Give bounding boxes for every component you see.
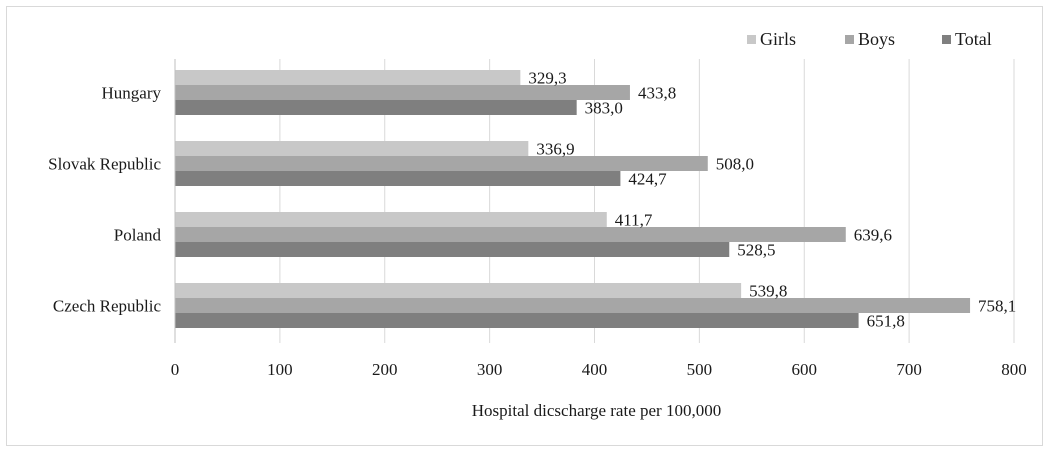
category-label: Slovak Republic [48,155,161,174]
category-label: Czech Republic [53,297,162,316]
bar-total [175,313,859,328]
bar-boys [175,156,708,171]
bar-girls [175,70,521,85]
x-tick-label: 500 [687,360,713,379]
legend-swatch [747,35,756,44]
data-label: 433,8 [638,84,676,103]
legend: Girls Boys Total [747,29,992,49]
x-tick-label: 400 [582,360,608,379]
legend-swatch [942,35,951,44]
bar-chart: Hungary Slovak Republic Poland Czech Republ… [48,29,1027,420]
bar-girls [175,212,607,227]
data-label: 639,6 [854,226,892,245]
category-labels: Hungary Slovak Republic Poland Czech Republ… [48,84,161,316]
data-label: 651,8 [867,312,905,331]
x-tick-label: 200 [372,360,398,379]
data-label: 411,7 [615,211,653,230]
data-label: 508,0 [716,155,754,174]
data-label: 383,0 [585,99,623,118]
data-labels: 329,3 433,8 383,0 336,9 508,0 424,7 411,7 639,6… [528,69,1016,331]
chart-area: Hungary Slovak Republic Poland Czech Republ… [6,6,1043,446]
data-label: 329,3 [528,69,566,88]
bar-boys [175,298,971,313]
data-label: 528,5 [737,241,775,260]
data-label: 539,8 [749,282,787,301]
x-tick-label: 300 [477,360,503,379]
legend-label: Total [955,29,992,49]
x-tick-label: 100 [267,360,293,379]
data-label: 424,7 [628,170,667,189]
data-label: 336,9 [536,140,574,159]
x-axis-title: Hospital dicscharge rate per 100,000 [472,401,721,420]
x-tick-label: 0 [171,360,180,379]
bar-boys [175,85,630,100]
data-label: 758,1 [978,297,1016,316]
category-label: Poland [114,226,162,245]
bar-total [175,242,730,257]
bar-girls [175,283,742,298]
bar-total [175,100,577,115]
x-tick-label: 700 [896,360,922,379]
x-tick-label: 800 [1001,360,1027,379]
x-tick-label: 600 [792,360,818,379]
bars [175,70,971,328]
bar-boys [175,227,846,242]
legend-swatch [845,35,854,44]
category-label: Hungary [102,84,162,103]
legend-label: Girls [760,29,796,49]
bar-total [175,171,621,186]
bar-girls [175,141,529,156]
legend-label: Boys [858,29,895,49]
x-tick-labels: 0 100 200 300 400 500 600 700 800 [171,360,1027,379]
